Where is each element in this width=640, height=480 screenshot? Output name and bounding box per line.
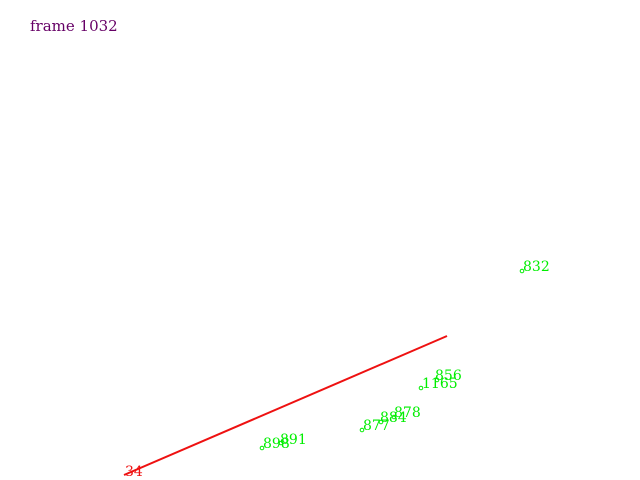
point-marker: 832	[519, 259, 550, 275]
track-line	[123, 335, 448, 476]
red-track: 34	[123, 335, 448, 480]
track-label: 34	[125, 464, 143, 480]
point-label: 1165	[422, 376, 458, 392]
point-group: 832 856 1165 878 884 877	[259, 259, 550, 452]
point-label: 891	[280, 432, 307, 448]
point-label: 832	[523, 259, 550, 275]
point-label: 878	[394, 405, 421, 421]
point-marker: 891	[278, 432, 307, 448]
point-marker: 856	[434, 368, 462, 384]
point-marker: 898	[259, 436, 290, 452]
point-marker: 1165	[418, 376, 458, 392]
point-label: 856	[435, 368, 462, 384]
point-label: 884	[380, 410, 407, 426]
point-label: 898	[263, 436, 290, 452]
frame-label: frame 1032	[30, 17, 118, 35]
point-marker: 884	[378, 410, 407, 426]
point-marker: 878	[391, 405, 421, 421]
point-label: 877	[363, 418, 390, 434]
point-marker: 877	[359, 418, 390, 434]
